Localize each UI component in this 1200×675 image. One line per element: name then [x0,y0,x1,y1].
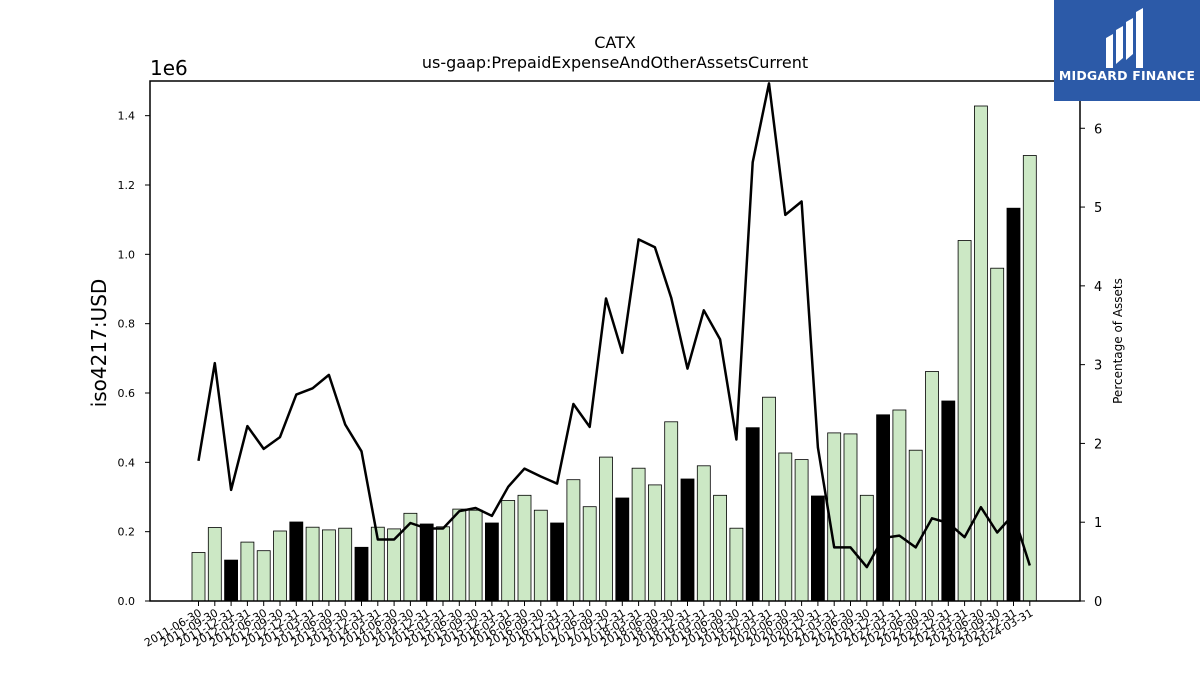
bar [908,449,923,602]
y2-tick-label: 1 [1094,516,1102,531]
bar [338,527,353,602]
y2-tick-label: 6 [1094,122,1102,137]
bar [925,371,939,602]
y2-tick-label: 2 [1094,437,1102,452]
y-tick-label: 1.4 [118,110,136,123]
bar [468,509,483,602]
logo-text: MIDGARD FINANCE [1058,68,1196,83]
y-tick-label: 0.0 [118,595,136,608]
bar [941,400,956,602]
bar [1006,207,1021,602]
y-tick-label: 1.2 [118,179,136,192]
bar [843,433,858,602]
bar-group [191,105,1037,602]
bar [305,526,320,602]
brand-logo: MIDGARD FINANCE [1054,0,1200,101]
bar [599,456,613,602]
logo-mark-icon [1106,8,1143,68]
y-axis-multiplier: 1e6 [150,56,188,80]
bar [517,494,532,602]
bar [321,529,336,602]
y2-tick-label: 5 [1094,201,1102,216]
bar [990,267,1005,602]
bar [273,530,287,602]
line-group [197,82,1031,569]
y-tick-label: 0.8 [118,318,136,331]
bar [729,527,744,602]
bar [778,452,793,602]
bar [484,522,499,602]
bar [762,396,776,602]
y-tick-label: 1.0 [118,248,136,261]
y-tick-label: 0.6 [118,387,136,400]
y-tick-label: 0.4 [118,456,136,469]
bar [664,421,679,602]
bar [256,550,271,602]
bar [696,465,711,602]
bar [859,494,874,602]
bar [615,497,630,602]
x-axis: 2011-06-302011-09-302011-12-312012-03-31… [142,601,1035,650]
bar [745,427,760,602]
y-tick-label: 0.2 [118,526,136,539]
bar [207,527,222,602]
bar [550,522,564,602]
bar [713,494,727,602]
y2-tick-label: 4 [1094,280,1102,295]
y-axis-label: iso4217:USD [87,279,111,408]
bar [191,552,206,602]
chart-title: CATX [594,33,636,52]
bar [240,541,255,602]
y-axis: 0.0 0.2 0.4 0.6 0.8 1.0 1.2 1.4 [118,110,150,608]
y2-axis: 0 1 2 3 4 5 6 [1080,122,1102,610]
bar [582,506,597,602]
chart-subtitle: us-gaap:PrepaidExpenseAndOtherAssetsCurr… [422,53,808,72]
bar [419,523,434,602]
bar [436,526,450,602]
bar [1022,155,1037,602]
y2-tick-label: 3 [1094,359,1102,374]
bar [974,105,988,602]
bar [957,240,972,602]
series-line [197,82,1031,569]
bar [876,414,890,602]
y2-axis-label: Percentage of Assets [1111,278,1125,404]
bar [892,409,907,602]
bar [680,478,695,602]
plot-frame [149,80,1081,602]
bar [566,479,581,602]
bar [289,521,304,602]
bar [811,495,825,602]
bar [794,459,809,602]
bar [224,559,239,602]
bar [533,509,548,602]
bar [354,546,369,602]
bar [648,484,662,602]
bar [501,500,516,602]
bar [631,467,646,602]
bar [452,508,467,602]
y2-tick-label: 0 [1094,595,1102,610]
